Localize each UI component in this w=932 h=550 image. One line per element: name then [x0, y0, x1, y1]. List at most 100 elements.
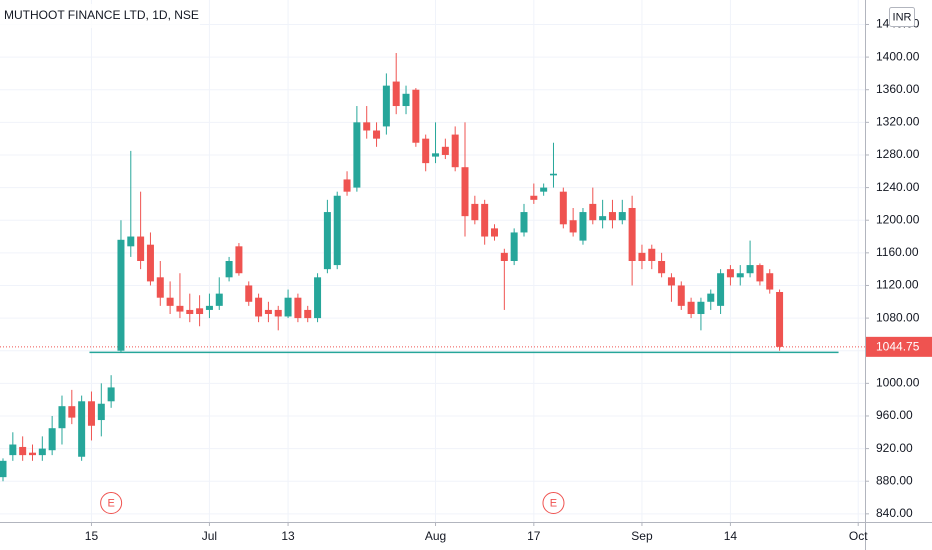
candle-body: [373, 130, 381, 139]
y-tick-label: 920.00: [876, 441, 913, 455]
y-tick-label: 1200.00: [876, 212, 920, 226]
x-tick-label: Jul: [202, 529, 217, 543]
candle-body: [363, 122, 371, 131]
x-tick-label: Sep: [631, 529, 653, 543]
candle-body: [569, 220, 577, 233]
last-price-tag: [866, 336, 932, 357]
candle-body: [255, 297, 263, 317]
candle-body: [166, 297, 174, 306]
candle-body: [284, 297, 292, 317]
y-tick-label: 1000.00: [876, 376, 920, 390]
candle-body: [196, 308, 204, 315]
y-tick-label: 1080.00: [876, 310, 920, 324]
candle-body: [736, 273, 744, 278]
earnings-label: E: [107, 497, 114, 509]
candle-body: [353, 122, 361, 188]
candle-body: [68, 406, 76, 418]
candle-body: [333, 195, 341, 266]
y-tick-label: 1360.00: [876, 82, 920, 96]
candle-body: [392, 81, 400, 107]
candle-body: [274, 309, 282, 317]
candle-body: [235, 246, 243, 274]
candle-body: [481, 203, 489, 237]
candle-body: [0, 460, 7, 478]
currency: INR: [893, 11, 912, 23]
axes: 840.00880.00920.00960.001000.001040.0010…: [85, 17, 932, 543]
candle-body: [304, 309, 312, 319]
candle-body: [264, 309, 272, 315]
candle-body: [78, 401, 86, 457]
x-tick-label: Aug: [425, 529, 446, 543]
candle-body: [146, 244, 154, 282]
candle-body: [746, 265, 754, 274]
candle-body: [245, 285, 253, 302]
last-price-label: 1044.75: [876, 340, 920, 354]
candle-body: [58, 406, 66, 429]
candle-body: [697, 301, 705, 315]
grid: [0, 0, 865, 522]
y-tick-label: 840.00: [876, 506, 913, 520]
x-tick-label: 14: [724, 529, 738, 543]
y-tick-label: 1160.00: [876, 245, 919, 259]
candle-body: [579, 212, 587, 241]
candle-body: [667, 277, 675, 286]
chart-title: MUTHOOT FINANCE LTD, 1D, NSE: [4, 8, 199, 22]
candle-body: [9, 444, 17, 456]
candle-body: [107, 387, 115, 402]
candle-body: [608, 212, 616, 221]
candle-body: [402, 93, 410, 107]
candle-body: [687, 301, 695, 315]
candle-body: [549, 173, 557, 176]
candle-body: [717, 273, 725, 306]
candle-body: [638, 252, 646, 261]
candle-body: [500, 252, 508, 261]
y-tick-label: 880.00: [876, 473, 913, 487]
title-backdrop: [0, 4, 200, 28]
candle-body: [766, 273, 774, 290]
candle-body: [137, 236, 145, 261]
candle-body: [205, 305, 213, 310]
x-tick-label: 15: [85, 529, 99, 543]
candle-body: [19, 446, 27, 456]
candle-body: [156, 277, 164, 298]
earnings-label: E: [550, 497, 557, 509]
x-tick-label: 13: [281, 529, 295, 543]
candle-body: [225, 261, 233, 278]
candle-body: [589, 203, 597, 221]
x-tick-label: Oct: [849, 529, 868, 543]
y-tick-label: 1400.00: [876, 49, 920, 63]
candle-body: [38, 448, 46, 456]
candle-body: [559, 191, 567, 225]
y-tick-label: 1240.00: [876, 180, 920, 194]
y-tick-label: 960.00: [876, 408, 913, 422]
candle-body: [87, 401, 95, 426]
y-tick-label: 1320.00: [876, 115, 920, 129]
earnings-marker: [542, 492, 565, 514]
candle-body: [491, 228, 498, 237]
candle-body: [530, 195, 538, 200]
candle-body: [756, 265, 764, 282]
candle-body: [176, 305, 184, 312]
y-tick-label: 1120.00: [876, 278, 919, 292]
candle-body: [412, 89, 420, 143]
candle-body: [461, 167, 469, 217]
candle-body: [451, 134, 459, 168]
x-tick-label: 17: [527, 529, 541, 543]
candle-body: [215, 293, 223, 306]
candle-body: [97, 403, 105, 421]
candle-body: [186, 309, 194, 315]
candle-body: [677, 285, 685, 306]
candle-body: [540, 187, 548, 192]
candle-body: [294, 297, 302, 319]
candle-body: [776, 291, 784, 347]
candle-body: [323, 212, 331, 270]
earnings-marker: [100, 492, 123, 514]
candle-body: [658, 261, 666, 274]
candle-body: [343, 179, 351, 192]
candle-body: [707, 293, 715, 302]
candle-body: [520, 212, 528, 233]
candle-body: [314, 277, 322, 319]
